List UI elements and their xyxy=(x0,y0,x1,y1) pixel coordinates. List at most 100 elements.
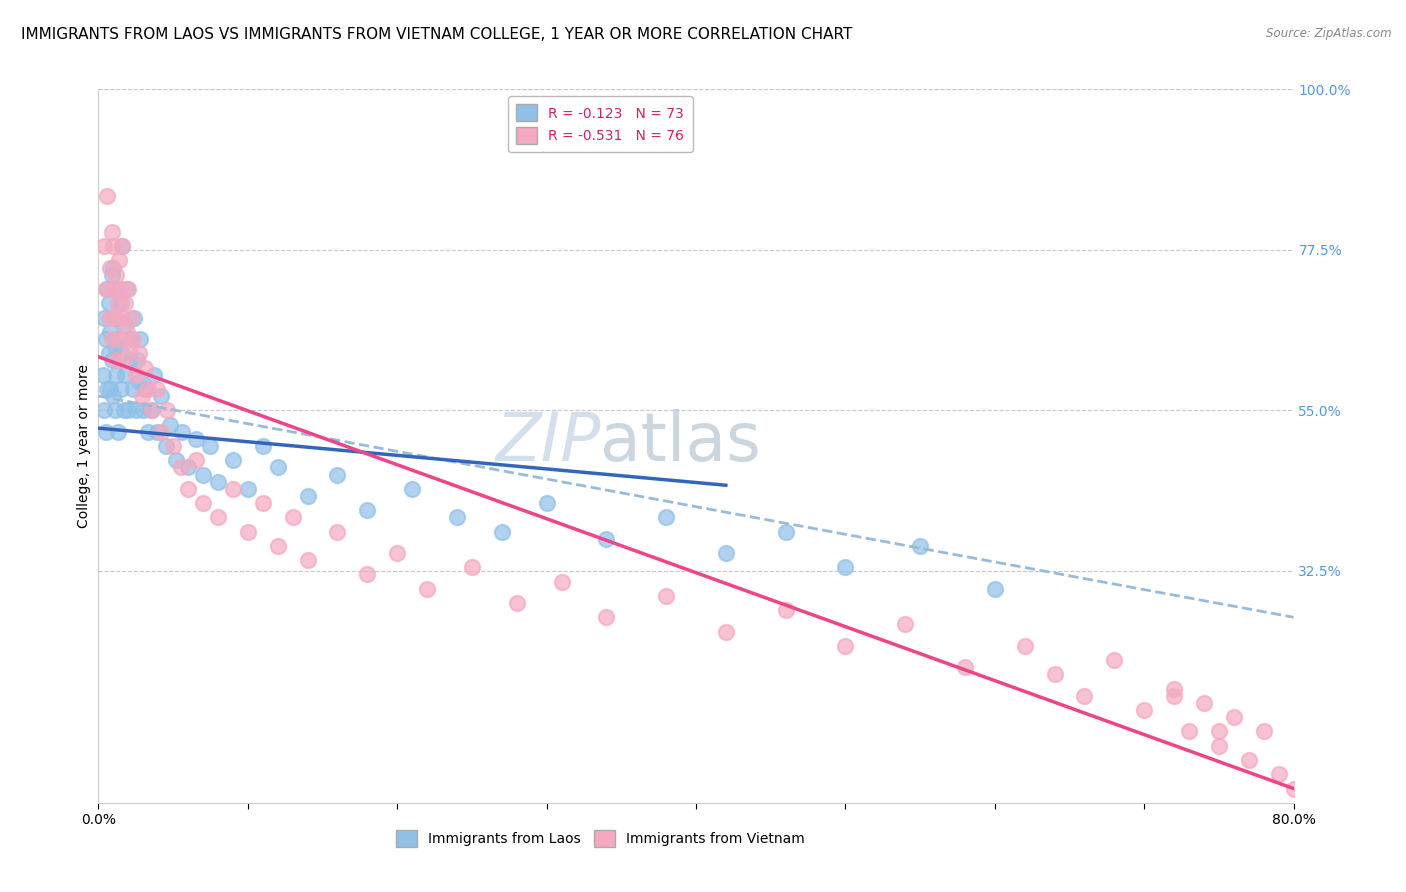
Point xyxy=(145,425,167,439)
Point xyxy=(94,282,117,296)
Point xyxy=(107,296,129,310)
Point xyxy=(1104,653,1126,667)
Point xyxy=(550,574,572,589)
Point xyxy=(111,310,134,325)
Point xyxy=(595,610,617,624)
Point xyxy=(108,332,131,346)
Point xyxy=(114,296,136,310)
Point xyxy=(141,403,163,417)
Point xyxy=(115,325,138,339)
Point xyxy=(536,496,558,510)
Point xyxy=(105,268,128,282)
Point xyxy=(356,503,378,517)
Point xyxy=(1208,739,1230,753)
Point xyxy=(506,596,529,610)
Point xyxy=(111,239,134,253)
Point xyxy=(132,403,155,417)
Point xyxy=(110,382,132,396)
Text: atlas: atlas xyxy=(600,409,761,475)
Point xyxy=(297,489,319,503)
Point xyxy=(114,368,136,382)
Point xyxy=(834,639,856,653)
Point xyxy=(184,432,207,446)
Point xyxy=(93,310,115,325)
Point xyxy=(129,332,152,346)
Point xyxy=(150,389,173,403)
Point xyxy=(96,282,118,296)
Legend: Immigrants from Laos, Immigrants from Vietnam: Immigrants from Laos, Immigrants from Vi… xyxy=(391,825,810,853)
Point xyxy=(297,553,319,567)
Point xyxy=(207,475,229,489)
Point xyxy=(103,239,125,253)
Point xyxy=(118,353,141,368)
Point xyxy=(110,282,132,296)
Point xyxy=(121,332,143,346)
Point xyxy=(112,353,135,368)
Point xyxy=(222,482,245,496)
Point xyxy=(94,332,117,346)
Point xyxy=(104,310,127,325)
Point xyxy=(184,453,207,467)
Point xyxy=(98,325,122,339)
Point xyxy=(169,460,191,475)
Point xyxy=(103,260,125,275)
Point xyxy=(207,510,229,524)
Point xyxy=(108,332,131,346)
Point xyxy=(1133,703,1156,717)
Point xyxy=(94,425,117,439)
Point xyxy=(1267,767,1289,781)
Point xyxy=(103,389,125,403)
Point xyxy=(775,603,797,617)
Point xyxy=(127,353,149,368)
Point xyxy=(200,439,222,453)
Point xyxy=(145,382,167,396)
Point xyxy=(136,425,159,439)
Point xyxy=(155,439,177,453)
Point xyxy=(1163,681,1185,696)
Point xyxy=(112,403,135,417)
Point xyxy=(101,353,124,368)
Point xyxy=(159,417,181,432)
Point xyxy=(191,496,214,510)
Point xyxy=(107,282,129,296)
Point xyxy=(139,403,162,417)
Point xyxy=(134,360,156,375)
Point xyxy=(107,425,129,439)
Point xyxy=(267,460,290,475)
Point xyxy=(111,239,134,253)
Y-axis label: College, 1 year or more: College, 1 year or more xyxy=(77,364,91,528)
Point xyxy=(96,189,118,203)
Point xyxy=(222,453,245,467)
Point xyxy=(105,353,128,368)
Point xyxy=(142,368,165,382)
Point xyxy=(110,296,132,310)
Point xyxy=(150,425,173,439)
Point xyxy=(103,282,125,296)
Point xyxy=(128,346,150,360)
Point xyxy=(446,510,468,524)
Text: IMMIGRANTS FROM LAOS VS IMMIGRANTS FROM VIETNAM COLLEGE, 1 YEAR OR MORE CORRELAT: IMMIGRANTS FROM LAOS VS IMMIGRANTS FROM … xyxy=(21,27,852,42)
Point xyxy=(117,403,139,417)
Point xyxy=(118,339,141,353)
Point xyxy=(105,310,128,325)
Point xyxy=(461,560,484,574)
Point xyxy=(252,496,274,510)
Point xyxy=(125,403,148,417)
Point xyxy=(236,524,259,539)
Point xyxy=(172,425,194,439)
Point xyxy=(191,467,214,482)
Point xyxy=(326,467,349,482)
Point xyxy=(953,660,976,674)
Point xyxy=(108,253,131,268)
Point xyxy=(101,332,124,346)
Point xyxy=(134,382,156,396)
Point xyxy=(416,582,439,596)
Point xyxy=(131,389,153,403)
Point xyxy=(117,282,139,296)
Point xyxy=(1014,639,1036,653)
Point xyxy=(156,403,179,417)
Point xyxy=(98,382,122,396)
Point xyxy=(128,375,150,389)
Point xyxy=(97,346,120,360)
Point xyxy=(97,310,120,325)
